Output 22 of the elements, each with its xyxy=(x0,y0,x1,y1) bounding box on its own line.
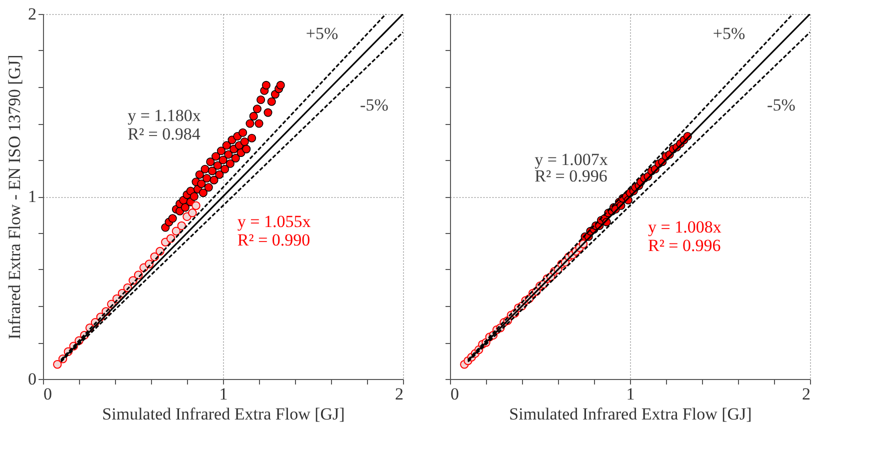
y-axis-title: Infrared Extra Flow - EN ISO 13790 [GJ] xyxy=(5,54,24,340)
annotation: +5% xyxy=(712,24,746,44)
x-tick-label: 0 xyxy=(44,384,52,404)
x-tick-label: 0 xyxy=(450,384,459,404)
annotation: R² = 0.984 xyxy=(128,124,201,144)
annotation: -5% xyxy=(767,95,796,114)
annotation: -5% xyxy=(360,95,388,114)
x-tick-label: 1 xyxy=(219,384,228,404)
x-tick-label: 1 xyxy=(626,384,635,404)
y-tick-label: 0 xyxy=(28,370,36,388)
annotation: R² = 0.990 xyxy=(237,230,310,250)
annotation: y = 1.180x xyxy=(128,106,202,126)
x-tick-label: 2 xyxy=(802,384,810,404)
y-tick-label: 1 xyxy=(28,187,36,206)
x-axis-title: Simulated Infrared Extra Flow [GJ] xyxy=(509,404,752,424)
x-axis-title: Simulated Infrared Extra Flow [GJ] xyxy=(102,404,345,424)
annotation: y = 1.008x xyxy=(648,218,722,237)
annotation: y = 1.055x xyxy=(237,212,312,232)
annotation: +5% xyxy=(306,24,338,44)
x-tick-label: 2 xyxy=(395,384,404,404)
y-tick-label: 2 xyxy=(28,4,36,24)
annotation: R² = 0.996 xyxy=(648,236,721,255)
